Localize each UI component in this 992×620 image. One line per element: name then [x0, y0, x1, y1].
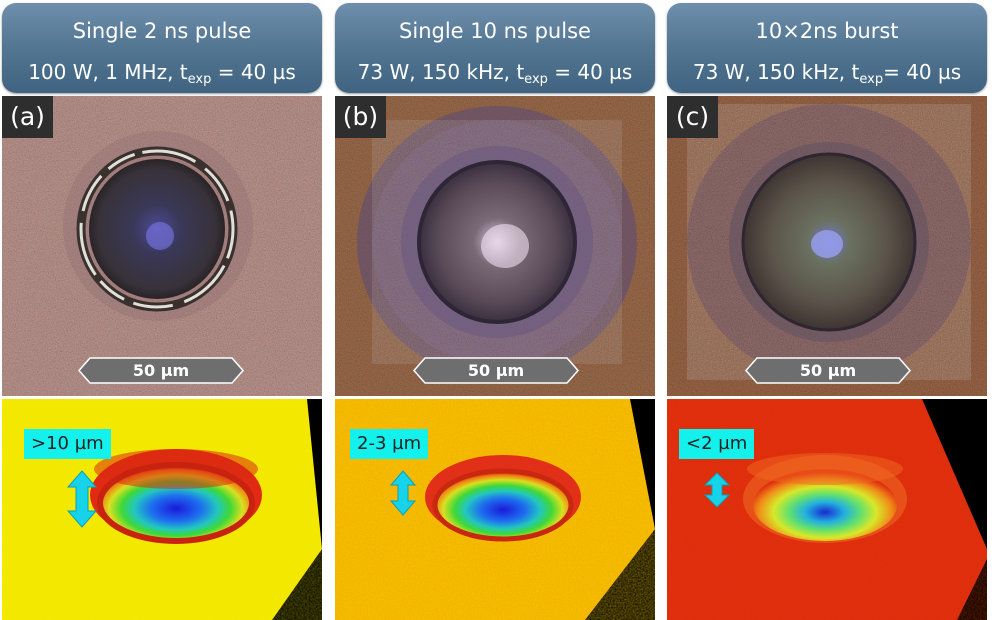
- panel-b-scale-label: 50 µm: [467, 361, 525, 380]
- panel-c: 10×2ns burst 73 W, 150 kHz, texp= 40 µs …: [667, 0, 989, 620]
- panel-a-header: Single 2 ns pulse 100 W, 1 MHz, texp = 4…: [2, 3, 322, 93]
- panel-b-depth-arrow: [389, 470, 417, 516]
- panel-c-tag: (c): [667, 96, 718, 138]
- panel-b-micrograph-image: [335, 96, 655, 396]
- panel-b-header: Single 10 ns pulse 73 W, 150 kHz, texp =…: [335, 3, 655, 93]
- panel-c-scale-bar: 50 µm: [745, 357, 911, 384]
- panel-a-depth-label: >10 µm: [24, 429, 111, 459]
- panel-a-tag: (a): [2, 96, 53, 138]
- panel-a-micrograph: (a) 50 µm: [2, 96, 322, 396]
- scale-bar-arrow-shape: [413, 357, 579, 384]
- panel-a-micrograph-image: [2, 96, 322, 396]
- panel-a-scale-bar: 50 µm: [78, 357, 244, 384]
- panel-b-depth-label: 2-3 µm: [350, 429, 429, 459]
- panel-c-topography: <2 µm: [667, 399, 987, 620]
- scale-bar-arrow-shape: [78, 357, 244, 384]
- panel-b-title: Single 10 ns pulse: [399, 19, 591, 43]
- panel-c-depth-label: <2 µm: [679, 429, 755, 459]
- panel-a-params: 100 W, 1 MHz, texp = 40 µs: [28, 60, 296, 87]
- panel-c-header: 10×2ns burst 73 W, 150 kHz, texp= 40 µs: [667, 3, 987, 93]
- panel-c-scale-label: 50 µm: [799, 361, 857, 380]
- panel-a-depth-arrow: [66, 470, 98, 528]
- panel-b: Single 10 ns pulse 73 W, 150 kHz, texp =…: [335, 0, 657, 620]
- panel-c-micrograph-image: [667, 96, 987, 396]
- panel-c-micrograph: (c) 50 µm: [667, 96, 987, 396]
- panel-c-title: 10×2ns burst: [755, 19, 899, 43]
- panel-b-params: 73 W, 150 kHz, texp = 40 µs: [357, 60, 633, 87]
- panel-a-title: Single 2 ns pulse: [72, 19, 252, 43]
- panel-b-tag: (b): [335, 96, 386, 138]
- panel-a-scale-label: 50 µm: [132, 361, 190, 380]
- panel-c-depth-arrow: [703, 472, 731, 508]
- panel-a-topography: >10 µm: [2, 399, 322, 620]
- scale-bar-arrow-shape: [745, 357, 911, 384]
- panel-b-scale-bar: 50 µm: [413, 357, 579, 384]
- panel-a: Single 2 ns pulse 100 W, 1 MHz, texp = 4…: [2, 0, 324, 620]
- panel-b-topography: 2-3 µm: [335, 399, 655, 620]
- panel-c-params: 73 W, 150 kHz, texp= 40 µs: [692, 60, 962, 87]
- panel-b-micrograph: (b) 50 µm: [335, 96, 655, 396]
